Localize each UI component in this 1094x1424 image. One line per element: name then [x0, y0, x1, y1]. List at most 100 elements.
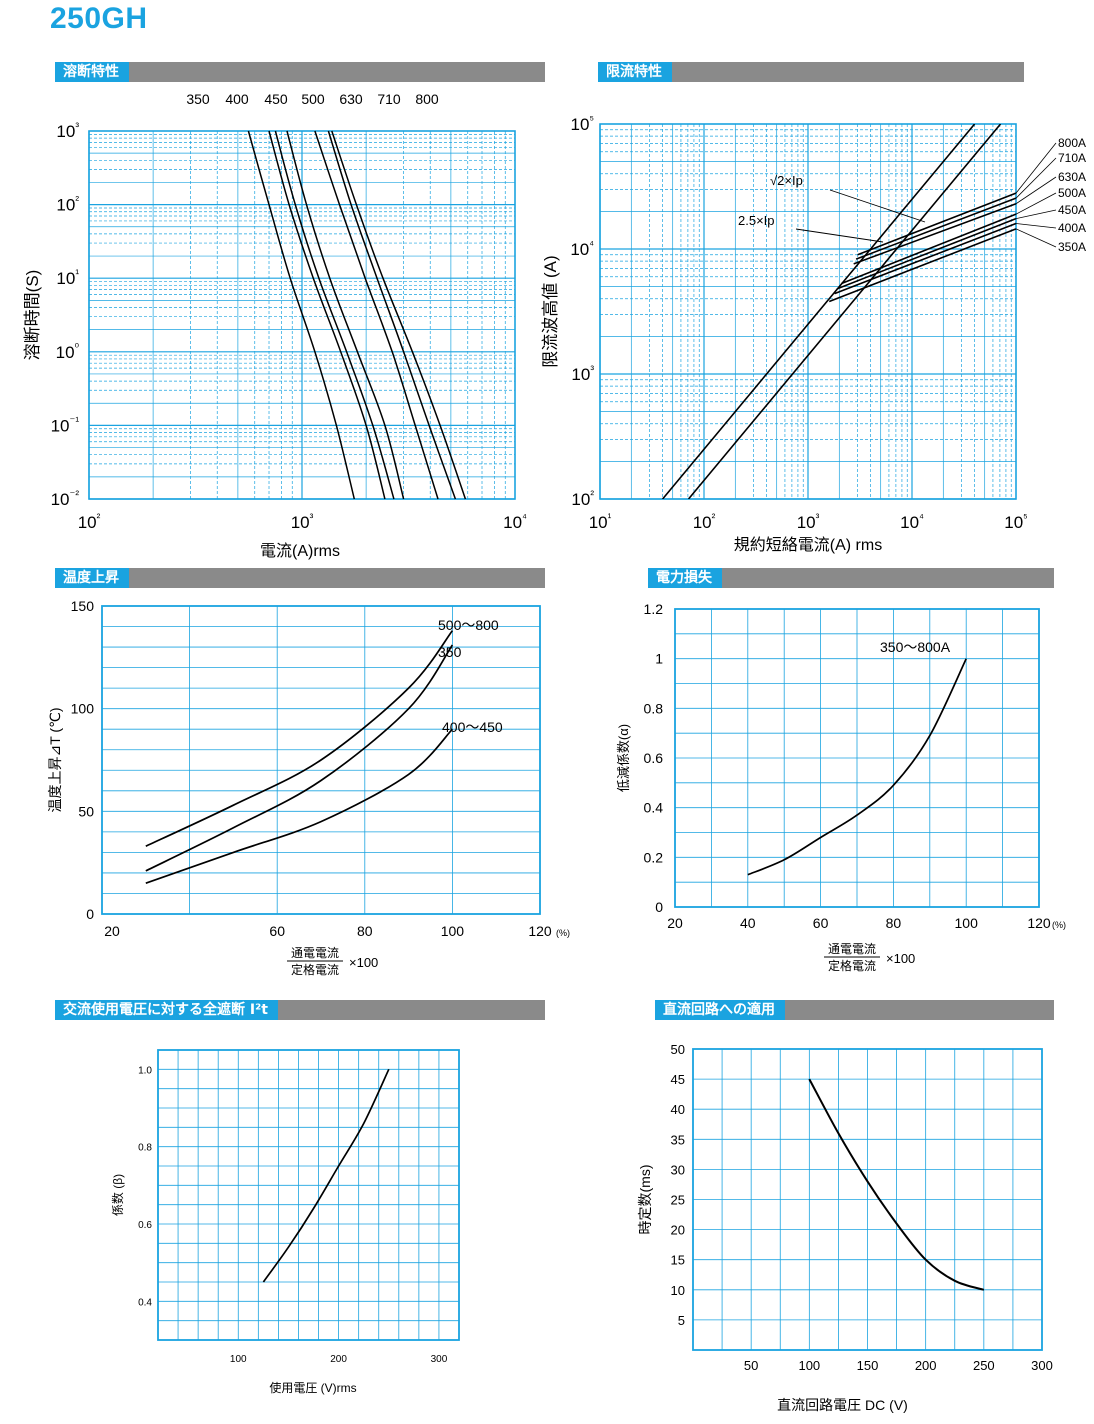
section-tab-temp: 温度上昇 — [55, 568, 129, 588]
limiting-series-label: 800A — [1058, 136, 1086, 150]
power-xlabel-mul: ×100 — [886, 951, 915, 966]
power-xtick: 100 — [955, 915, 979, 931]
temp-xlabel-den: 定格電流 — [291, 962, 339, 977]
dc-ytick: 15 — [671, 1253, 685, 1268]
limiting-xtick: 10² — [693, 512, 716, 532]
fusing-series-label: 350 — [186, 91, 210, 107]
dc-ytick: 45 — [671, 1072, 685, 1087]
limiting-xtick: 10¹ — [589, 512, 612, 532]
limiting-ytick: 10⁴ — [570, 239, 594, 259]
fusing-plot-frame — [88, 130, 516, 500]
section-tab-dc: 直流回路への適用 — [655, 1000, 785, 1020]
power-ytick: 0.2 — [644, 849, 664, 865]
limiting-series-label: 630A — [1058, 170, 1086, 184]
power-ytick: 1 — [655, 651, 663, 667]
temp-series-label: 350 — [438, 644, 462, 660]
section-bar-temp: 温度上昇 — [55, 568, 545, 588]
i2t-xtick: 200 — [330, 1354, 347, 1365]
section-bar-fusing: 溶断特性 — [55, 62, 545, 82]
fusing-ytick: 10¹ — [56, 268, 79, 288]
power-xtick: 60 — [813, 915, 829, 931]
dc-xtick: 150 — [857, 1358, 879, 1373]
section-tab-limiting: 限流特性 — [598, 62, 672, 82]
limiting-curve-500A — [841, 213, 1017, 285]
fusing-curve-500 — [286, 130, 405, 500]
temp-ylabel: 温度上昇⊿T (℃) — [47, 708, 63, 813]
limiting-series-label: 450A — [1058, 203, 1086, 217]
fusing-ytick: 10² — [56, 195, 79, 215]
temp-plot-frame — [101, 605, 541, 915]
dc-xtick: 200 — [915, 1358, 937, 1373]
fusing-series-label: 710 — [377, 91, 401, 107]
page-title: 250GH — [50, 2, 148, 35]
limiting-curve-450A — [836, 217, 1017, 290]
i2t-ytick: 0.8 — [138, 1143, 152, 1154]
power-ytick: 1.2 — [644, 601, 664, 617]
i2t-ytick: 0.6 — [138, 1220, 152, 1231]
i2t-ytick: 0.4 — [138, 1297, 152, 1308]
temp-ytick: 100 — [71, 701, 95, 717]
power-ytick: 0.6 — [644, 750, 664, 766]
limiting-xtick: 10⁵ — [1004, 512, 1027, 532]
fusing-xlabel: 電流(A)rms — [260, 542, 340, 560]
temp-xtick: 100 — [441, 923, 465, 939]
temp-series-label: 400～450 — [442, 719, 503, 735]
temp-xtick: 60 — [269, 923, 285, 939]
section-bar-limiting: 限流特性 — [598, 62, 1024, 82]
limiting-series-label: 400A — [1058, 221, 1086, 235]
limiting-annotation: √2×Ip — [770, 173, 803, 188]
temp-x-unit: (%) — [556, 928, 570, 938]
power-xtick: 80 — [886, 915, 902, 931]
fusing-xtick: 10⁴ — [503, 512, 527, 532]
section-bar-i2t: 交流使用電圧に対する全遮断 I²t — [55, 1000, 545, 1020]
fusing-ytick: 10⁰ — [56, 342, 80, 362]
temp-curve — [145, 728, 454, 885]
fusing-curve-710 — [327, 130, 457, 500]
limiting-series-label: 710A — [1058, 151, 1086, 165]
temp-xlabel-num: 通電電流 — [291, 946, 339, 960]
power-ylabel: 低減係数(α) — [616, 724, 631, 792]
limiting-series-label: 350A — [1058, 240, 1086, 254]
dc-ytick: 50 — [671, 1042, 685, 1057]
fusing-ytick: 10⁻² — [51, 489, 80, 509]
limiting-leader — [1015, 209, 1057, 220]
dc-ytick: 40 — [671, 1102, 685, 1117]
dc-ytick: 10 — [671, 1283, 685, 1298]
dc-ylabel: 時定数(ms) — [637, 1165, 653, 1235]
fusing-series-label: 800 — [415, 91, 439, 107]
power-xtick: 40 — [740, 915, 756, 931]
power-x-unit: (%) — [1052, 920, 1066, 930]
limiting-leader — [1015, 228, 1057, 248]
section-bar-dc: 直流回路への適用 — [655, 1000, 1054, 1020]
limiting-leader — [1015, 142, 1057, 194]
limiting-series-label: 500A — [1058, 186, 1086, 200]
dc-xlabel: 直流回路電圧 DC (V) — [777, 1397, 908, 1413]
fusing-curve-350 — [247, 130, 356, 500]
i2t-plot-frame — [157, 1049, 460, 1341]
dc-ytick: 20 — [671, 1223, 685, 1238]
fusing-curve-800 — [331, 130, 467, 500]
fusing-xtick: 10² — [78, 512, 101, 532]
dc-xtick: 300 — [1031, 1358, 1053, 1373]
limiting-ref-line — [661, 124, 976, 499]
fusing-series-label: 500 — [301, 91, 325, 107]
limiting-ref-line — [687, 124, 1002, 499]
limiting-curve-400A — [834, 222, 1017, 295]
power-xlabel-num: 通電電流 — [828, 942, 876, 956]
fusing-ylabel: 溶断時間(S) — [23, 270, 42, 361]
limiting-annotation: 2.5×Ip — [738, 213, 775, 228]
limiting-xlabel: 規約短絡電流(A) rms — [734, 536, 882, 554]
power-plot-frame — [674, 608, 1040, 908]
temp-ytick: 50 — [78, 803, 94, 819]
dc-ytick: 30 — [671, 1162, 685, 1177]
power-series-label: 350～800A — [880, 639, 951, 655]
dc-plot-frame — [692, 1048, 1043, 1351]
fusing-curve-630 — [314, 130, 439, 500]
power-curve — [747, 658, 967, 876]
dc-xtick: 250 — [973, 1358, 995, 1373]
temp-xlabel-mul: ×100 — [349, 955, 378, 970]
limiting-xtick: 10³ — [797, 512, 820, 532]
power-ytick: 0 — [655, 899, 663, 915]
fusing-series-label: 630 — [339, 91, 363, 107]
